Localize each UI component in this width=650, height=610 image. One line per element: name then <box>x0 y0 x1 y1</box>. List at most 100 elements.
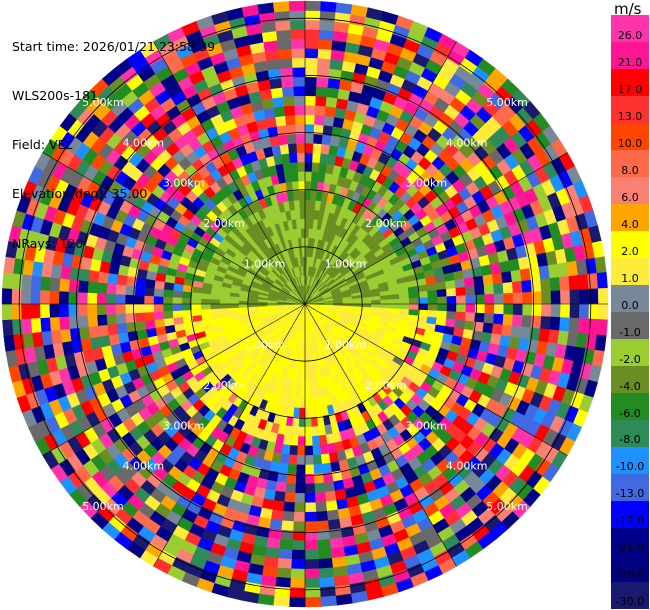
velocity-gate <box>304 57 319 68</box>
velocity-gate <box>271 144 282 157</box>
velocity-gate <box>309 397 317 409</box>
ring-label: 2.00km <box>365 379 407 392</box>
velocity-gate <box>39 317 51 332</box>
velocity-gate <box>293 511 306 523</box>
velocity-gate <box>134 285 146 296</box>
velocity-gate <box>342 301 353 305</box>
colorbar-tick-label: -10.0 <box>615 460 645 474</box>
velocity-gate <box>97 324 109 337</box>
velocity-gate <box>304 464 315 475</box>
velocity-gate <box>318 434 328 446</box>
velocity-gate <box>116 322 128 334</box>
velocity-gate <box>550 303 561 318</box>
velocity-gate <box>319 20 335 32</box>
velocity-gate <box>304 549 319 560</box>
velocity-gate <box>87 314 99 328</box>
velocity-gate <box>269 77 283 90</box>
velocity-gate <box>462 268 474 280</box>
velocity-gate <box>454 278 466 289</box>
colorbar-tick-label: -2.0 <box>619 352 641 366</box>
velocity-gate <box>219 303 230 309</box>
velocity-gate <box>329 537 344 550</box>
colorbar-tick-label: -21.0 <box>615 541 645 555</box>
colorbar-tick-label: -1.0 <box>619 325 641 339</box>
velocity-gate <box>279 539 293 551</box>
velocity-gate <box>266 537 281 550</box>
ring-label: 4.00km <box>446 460 488 473</box>
velocity-gate <box>281 153 291 164</box>
velocity-gate <box>297 171 306 182</box>
velocity-gate <box>39 303 50 319</box>
velocity-gate <box>427 289 438 298</box>
ring-label: 1.00km <box>244 338 286 351</box>
velocity-gate <box>317 425 326 437</box>
velocity-gate <box>96 292 107 305</box>
velocity-gate <box>172 310 183 319</box>
velocity-gate <box>39 276 51 291</box>
velocity-gate <box>293 95 306 106</box>
velocity-gate <box>270 509 284 521</box>
velocity-gate <box>483 313 495 325</box>
velocity-gate <box>78 326 91 340</box>
velocity-gate <box>288 0 306 12</box>
velocity-gate <box>291 48 306 59</box>
velocity-gate <box>302 256 306 267</box>
velocity-gate <box>2 319 14 336</box>
velocity-gate <box>304 426 313 437</box>
velocity-gate <box>20 288 32 305</box>
velocity-gate <box>273 490 286 503</box>
velocity-gate <box>463 277 475 288</box>
velocity-gate <box>88 325 100 339</box>
velocity-gate <box>323 115 335 127</box>
velocity-gate <box>86 303 98 316</box>
velocity-gate <box>311 426 320 437</box>
velocity-gate <box>284 114 296 126</box>
velocity-gate <box>294 114 306 125</box>
velocity-gate <box>326 87 340 99</box>
velocity-gate <box>172 289 183 298</box>
velocity-gate <box>493 313 504 326</box>
velocity-gate <box>283 105 296 116</box>
velocity-gate <box>275 115 287 127</box>
velocity-gate <box>280 76 294 88</box>
instrument-text: WLS200s-181 <box>12 88 98 104</box>
velocity-gate <box>282 501 295 513</box>
velocity-gate <box>293 199 301 211</box>
velocity-gate <box>436 288 448 298</box>
velocity-gate <box>281 510 295 522</box>
velocity-gate <box>304 85 317 97</box>
velocity-gate <box>210 303 221 310</box>
velocity-gate <box>30 289 41 305</box>
velocity-gate <box>144 286 155 297</box>
velocity-gate <box>519 268 532 282</box>
velocity-gate <box>287 143 298 154</box>
velocity-gate <box>521 279 533 293</box>
velocity-gate <box>446 295 457 305</box>
colorbar-tick-label: -26.0 <box>615 568 645 582</box>
velocity-gate <box>304 568 320 579</box>
velocity-gate <box>304 559 320 570</box>
velocity-gate <box>455 311 466 322</box>
velocity-gate <box>446 287 457 297</box>
velocity-gate <box>578 303 590 320</box>
velocity-gate <box>288 152 298 163</box>
velocity-gate <box>304 133 315 144</box>
velocity-gate <box>408 297 419 305</box>
velocity-gate <box>312 143 323 154</box>
velocity-gate <box>501 271 513 284</box>
velocity-gate <box>77 303 88 317</box>
velocity-gate <box>87 280 99 294</box>
ring-label: 1.00km <box>325 258 367 271</box>
velocity-gate <box>272 96 285 108</box>
colorbar-tick-label: 13.0 <box>617 109 643 123</box>
velocity-gate <box>427 303 438 312</box>
velocity-gate <box>296 445 306 456</box>
colorbar-tick-label: 21.0 <box>617 55 643 69</box>
velocity-gate <box>162 310 174 320</box>
velocity-gate <box>276 29 292 41</box>
ring-label: 3.00km <box>163 419 205 432</box>
colorbar-tick-label: 10.0 <box>617 136 643 150</box>
velocity-gate <box>304 95 317 106</box>
velocity-gate <box>247 303 258 308</box>
velocity-gate <box>294 209 301 220</box>
